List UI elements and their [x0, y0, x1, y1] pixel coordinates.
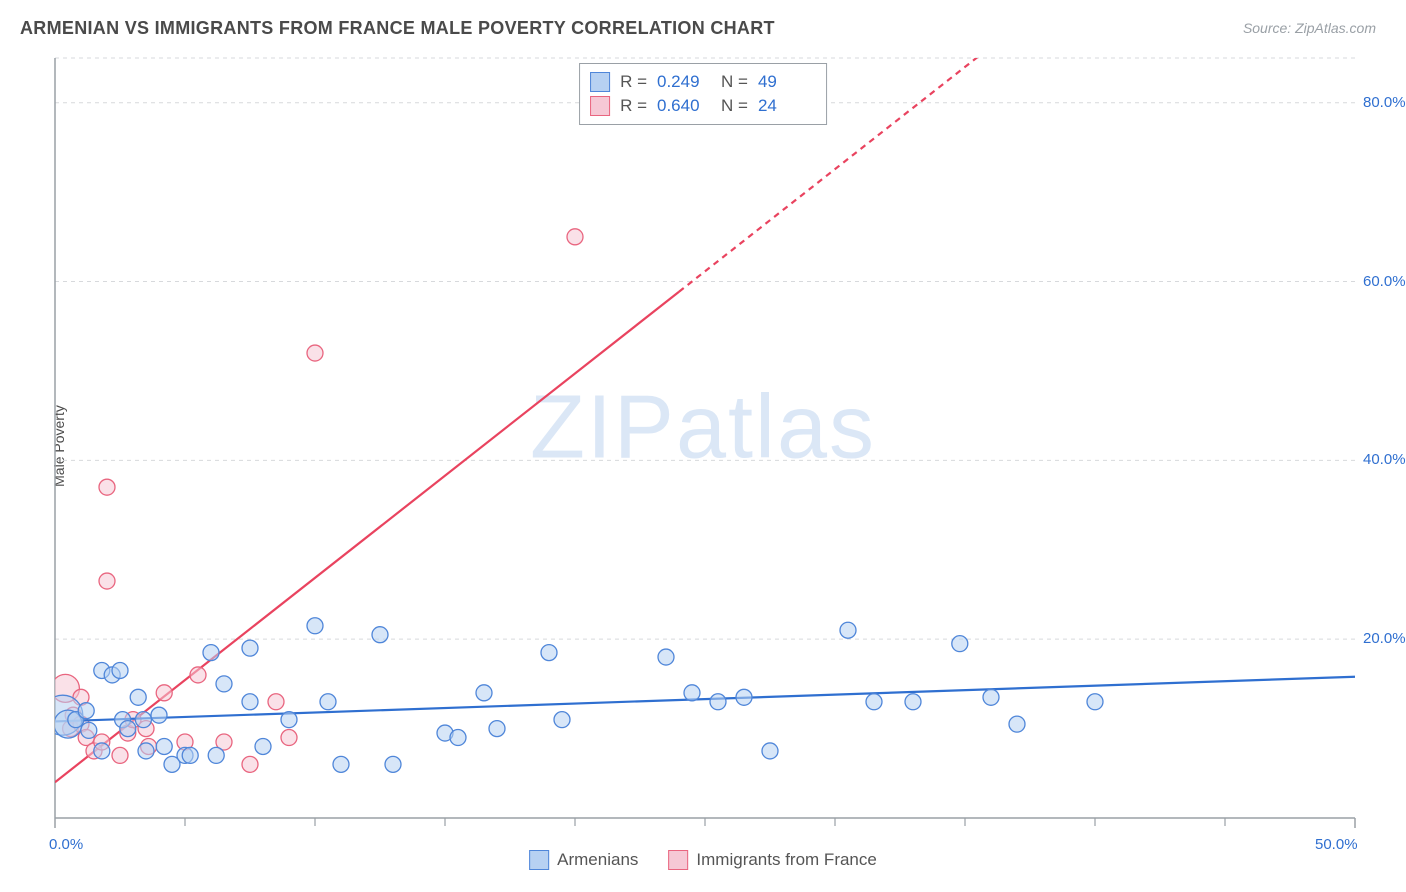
n-value: 49 — [758, 72, 812, 92]
y-tick-label: 40.0% — [1363, 451, 1406, 468]
r-value: 0.640 — [657, 96, 711, 116]
y-tick-label: 80.0% — [1363, 94, 1406, 111]
legend-swatch — [668, 850, 688, 870]
r-label: R = — [620, 96, 647, 116]
r-label: R = — [620, 72, 647, 92]
n-label: N = — [721, 72, 748, 92]
legend-swatch — [590, 72, 610, 92]
legend-row: R = 0.249 N = 49 — [590, 70, 812, 94]
legend-item: Armenians — [529, 850, 638, 870]
legend-label: Immigrants from France — [696, 850, 876, 870]
series-legend: Armenians Immigrants from France — [529, 850, 877, 870]
legend-swatch — [529, 850, 549, 870]
r-value: 0.249 — [657, 72, 711, 92]
correlation-legend: R = 0.249 N = 49 R = 0.640 N = 24 — [579, 63, 827, 125]
y-tick-label: 60.0% — [1363, 273, 1406, 290]
legend-row: R = 0.640 N = 24 — [590, 94, 812, 118]
n-label: N = — [721, 96, 748, 116]
scatter-chart — [0, 0, 1406, 892]
legend-item: Immigrants from France — [668, 850, 876, 870]
x-tick-label: 0.0% — [49, 836, 83, 853]
y-tick-label: 20.0% — [1363, 630, 1406, 647]
legend-swatch — [590, 96, 610, 116]
x-tick-label: 50.0% — [1315, 836, 1358, 853]
n-value: 24 — [758, 96, 812, 116]
legend-label: Armenians — [557, 850, 638, 870]
